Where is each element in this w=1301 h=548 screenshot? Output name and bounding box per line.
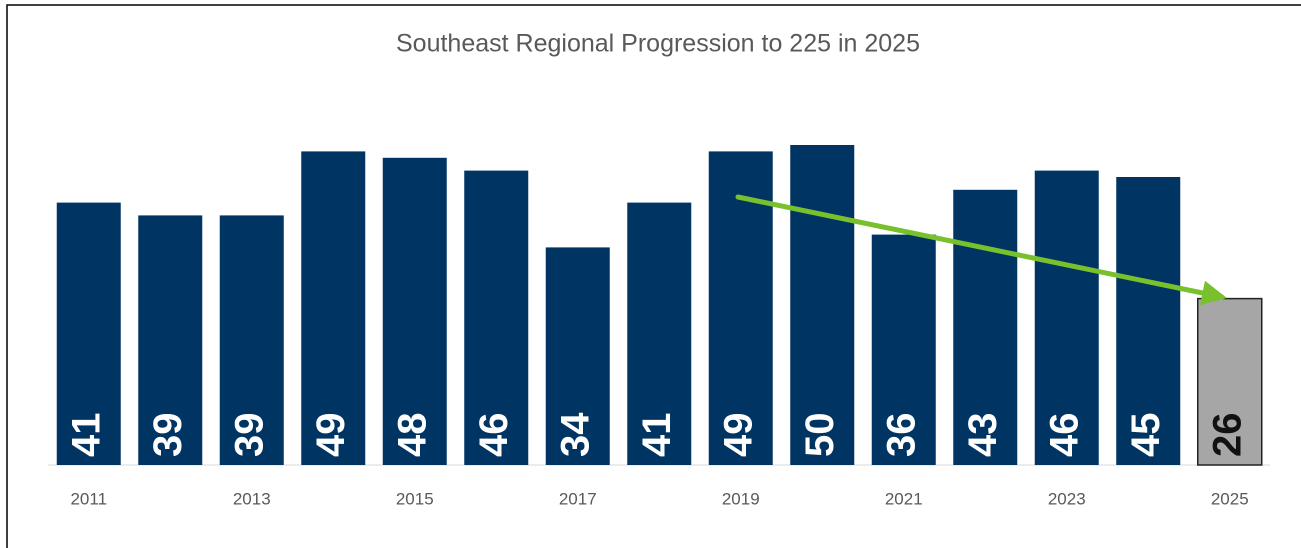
bar <box>790 145 855 465</box>
data-label: 46 <box>1042 413 1086 458</box>
x-tick-label: 2025 <box>1211 489 1249 508</box>
bar <box>627 202 692 465</box>
bar <box>871 234 936 465</box>
trend-arrow <box>735 194 1227 306</box>
data-label: 45 <box>1124 413 1168 458</box>
bar <box>56 202 121 465</box>
data-label: 34 <box>553 412 597 457</box>
bar <box>1197 297 1263 466</box>
bar <box>138 215 203 465</box>
data-label: 36 <box>879 413 923 458</box>
bar <box>545 247 610 465</box>
bar <box>464 170 529 465</box>
bar <box>382 157 447 466</box>
bar <box>301 151 366 465</box>
chart-title: Southeast Regional Progression to 225 in… <box>396 30 920 58</box>
x-tick-label: 2011 <box>70 489 107 508</box>
data-label: 41 <box>64 413 108 458</box>
data-label: 26 <box>1205 413 1249 458</box>
data-label: 50 <box>798 413 842 458</box>
x-tick-label: 2013 <box>233 489 271 508</box>
x-tick-label: 2021 <box>885 489 923 508</box>
x-tick-label: 2023 <box>1048 489 1086 508</box>
x-tick-label: 2015 <box>396 489 434 508</box>
bar <box>953 189 1018 466</box>
bar <box>1116 177 1181 465</box>
data-label: 43 <box>961 413 1005 458</box>
x-tick-label: 2019 <box>722 489 760 508</box>
x-tick-label: 2017 <box>559 489 597 508</box>
data-label: 39 <box>146 413 190 458</box>
data-label: 48 <box>390 413 434 458</box>
data-label: 39 <box>227 413 271 458</box>
bar <box>219 215 284 465</box>
data-label: 41 <box>635 413 679 458</box>
bar <box>1034 170 1099 465</box>
data-label: 49 <box>716 413 760 458</box>
data-label: 46 <box>472 413 516 458</box>
bars: 41 2011 39 39 2013 49 48 2015 46 34 2017 41 49 2019 50… <box>56 145 1263 508</box>
data-label: 49 <box>309 413 353 458</box>
